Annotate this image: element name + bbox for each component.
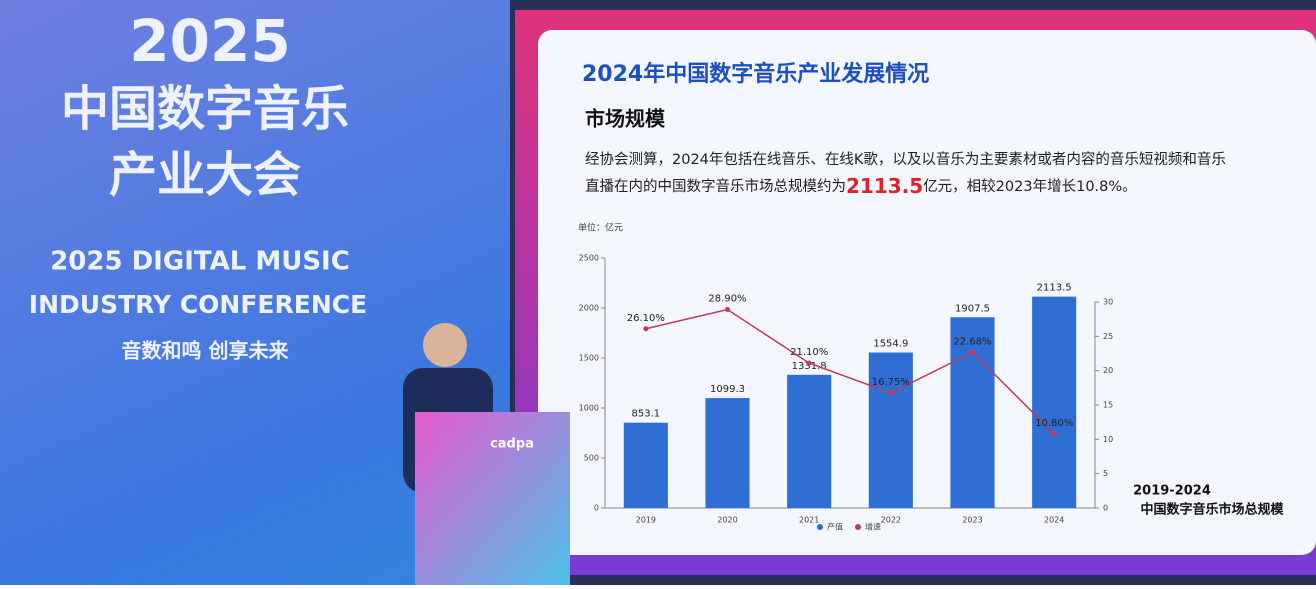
caption: 中国数字音乐市场总规模 xyxy=(1140,502,1284,518)
x-tick-label: 2023 xyxy=(962,516,982,525)
banner-title: 产业大会 xyxy=(109,147,301,203)
x-tick-label: 2024 xyxy=(1044,516,1064,525)
banner-english: 2025 DIGITAL MUSIC xyxy=(50,247,350,277)
podium-logo: cadpa xyxy=(490,437,534,452)
growth-line xyxy=(645,308,1055,435)
x-tick-label: 2022 xyxy=(881,516,901,525)
y-tick-label: 500 xyxy=(584,454,599,463)
y2-tick-label: 0 xyxy=(1103,504,1108,513)
growth-value-label: 22.68% xyxy=(953,336,991,347)
bar-value-label: 1554.9 xyxy=(873,339,908,350)
x-tick-label: 2021 xyxy=(799,516,819,525)
y2-tick-label: 25 xyxy=(1103,332,1113,341)
banner-year: 2025 xyxy=(129,7,290,75)
banner-slogan: 音数和鸣 创享未来 xyxy=(122,339,290,363)
y-tick-label: 2500 xyxy=(579,254,599,263)
legend-swatch xyxy=(855,524,861,530)
y2-tick-label: 20 xyxy=(1103,366,1113,375)
legend-swatch xyxy=(817,524,823,530)
slide-text: 直播在内的中国数字音乐市场总规模约为 xyxy=(585,178,846,195)
y2-tick-label: 30 xyxy=(1103,298,1113,307)
bar xyxy=(950,317,995,508)
growth-value-label: 21.10% xyxy=(790,347,828,358)
growth-value-label: 16.75% xyxy=(872,377,910,388)
bar-value-label: 853.1 xyxy=(632,409,661,420)
bar-value-label: 1331.8 xyxy=(792,361,827,372)
banner-title: 中国数字音乐 xyxy=(61,81,349,137)
growth-value-label: 26.10% xyxy=(627,313,665,324)
growth-value-label: 10.80% xyxy=(1035,418,1073,429)
podium xyxy=(415,412,570,585)
slide-subheading: 市场规模 xyxy=(585,107,666,131)
growth-point xyxy=(1051,431,1057,437)
slide-heading: 2024年中国数字音乐产业发展情况 xyxy=(582,61,929,87)
y2-tick-label: 15 xyxy=(1103,401,1113,410)
slide-text: 经协会测算，2024年包括在线音乐、在线K歌，以及以音乐为主要素材或者内容的音乐… xyxy=(585,151,1226,168)
chart: 0 500 1000 1500 2000 2500 0 5 10 15 20 25 30 2019 2020… xyxy=(579,254,1114,532)
bar xyxy=(705,398,750,508)
x-tick-label: 2019 xyxy=(636,516,656,525)
bar-value-label: 2113.5 xyxy=(1037,283,1072,294)
growth-value-label: 28.90% xyxy=(708,294,746,305)
y-tick-label: 1000 xyxy=(579,404,599,413)
slide-highlight: 2113.5 xyxy=(846,174,923,198)
slide-text: 直播在内的中国数字音乐市场总规模约为2113.5亿元，相较2023年增长10.8… xyxy=(585,174,1137,198)
growth-point xyxy=(725,307,730,313)
speaker-head xyxy=(423,323,467,367)
bar xyxy=(787,374,832,508)
legend-label: 增速 xyxy=(865,522,881,532)
growth-point xyxy=(806,360,812,366)
legend-label: 产值 xyxy=(827,522,843,532)
x-tick-label: 2020 xyxy=(717,516,737,525)
growth-point xyxy=(643,326,649,332)
bar xyxy=(868,352,913,508)
bar xyxy=(623,422,668,508)
y-tick-label: 2000 xyxy=(579,304,599,313)
unit-label: 单位：亿元 xyxy=(578,222,623,234)
y-tick-label: 0 xyxy=(594,504,599,513)
caption: 2019-2024 xyxy=(1133,484,1211,499)
bar-value-label: 1099.3 xyxy=(710,384,745,395)
y2-tick-label: 5 xyxy=(1103,469,1108,478)
bar xyxy=(1032,296,1077,508)
y2-tick-label: 10 xyxy=(1103,435,1113,444)
slide-text: 亿元，相较2023年增长10.8%。 xyxy=(923,177,1136,195)
y-tick-label: 1500 xyxy=(579,354,599,363)
growth-point xyxy=(888,390,894,396)
banner-english: INDUSTRY CONFERENCE xyxy=(29,290,367,319)
growth-point xyxy=(970,349,975,355)
bar-value-label: 1907.5 xyxy=(955,303,990,314)
